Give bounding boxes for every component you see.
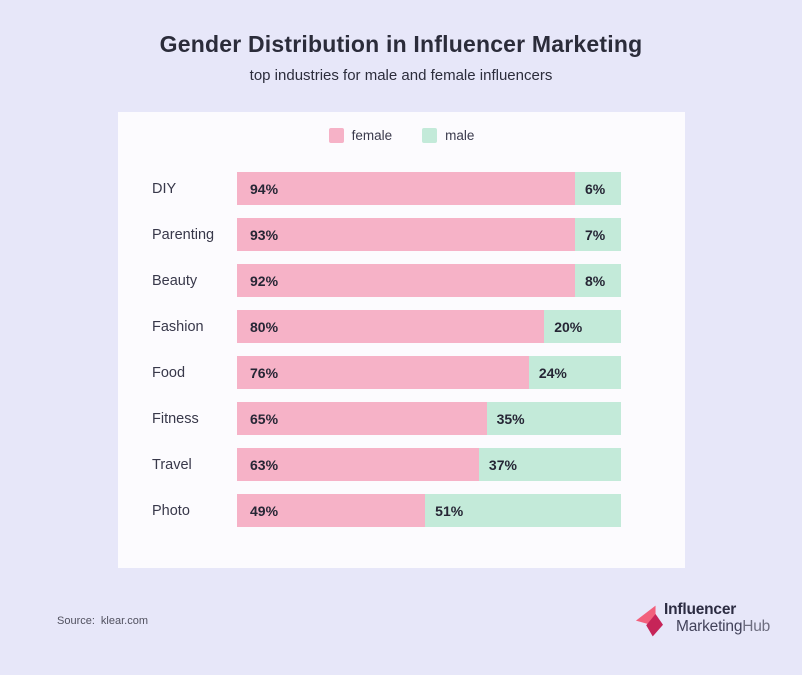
bar-track: 63% 37% (237, 448, 621, 481)
bar-value-female: 49% (250, 502, 279, 519)
bar-segment-male: 37% (478, 448, 621, 481)
bar-value-male: 35% (496, 410, 525, 427)
brand-name-line2: MarketingHub (664, 618, 770, 635)
category-label: Fitness (152, 410, 199, 427)
chart-row: DIY 94% 6% (152, 172, 621, 205)
brand-name-marketing: Marketing (676, 618, 743, 636)
bar-segment-male: 6% (575, 172, 621, 205)
bar-track: 92% 8% (237, 264, 621, 297)
category-label: DIY (152, 180, 177, 197)
legend-label: male (445, 128, 475, 143)
bar-segment-male: 8% (575, 264, 621, 297)
category-label: Photo (152, 502, 190, 519)
bar-value-female: 65% (250, 410, 279, 427)
brand-logo: Influencer MarketingHub (635, 601, 770, 638)
bar-segment-male: 20% (544, 310, 621, 343)
page-title: Gender Distribution in Influencer Market… (159, 31, 643, 57)
chart-row: Fashion 80% 20% (152, 310, 621, 343)
chart-row: Beauty 92% 8% (152, 264, 621, 297)
brand-logo-icon (635, 605, 663, 637)
source-value: klear.com (100, 615, 148, 627)
bar-segment-male: 24% (528, 356, 621, 389)
category-label: Fashion (152, 318, 204, 335)
source-note: Source: klear.com (57, 615, 148, 627)
bar-segment-female: 63% (237, 448, 479, 481)
bar-track: 80% 20% (237, 310, 621, 343)
bar-segment-female: 65% (237, 402, 487, 435)
bar-track: 76% 24% (237, 356, 621, 389)
bar-segment-female: 93% (237, 218, 575, 251)
bar-value-male: 6% (585, 180, 606, 197)
legend-swatch-male (422, 128, 438, 143)
bar-track: 93% 7% (237, 218, 621, 251)
page-subtitle: top industries for male and female influ… (249, 67, 553, 84)
bar-value-male: 37% (488, 456, 517, 473)
bar-value-male: 51% (435, 502, 464, 519)
chart-row: Photo 49% 51% (152, 494, 621, 527)
bar-value-female: 92% (250, 272, 279, 289)
legend-item-female: female (328, 128, 393, 143)
bar-track: 65% 35% (237, 402, 621, 435)
bar-value-female: 80% (250, 318, 279, 335)
chart-row: Fitness 65% 35% (152, 402, 621, 435)
bar-segment-male: 7% (575, 218, 621, 251)
bar-value-female: 63% (250, 456, 279, 473)
bar-value-male: 7% (585, 226, 606, 243)
category-label: Travel (152, 456, 192, 473)
bar-value-male: 24% (538, 364, 567, 381)
bar-segment-female: 94% (237, 172, 575, 205)
bar-value-female: 94% (250, 180, 279, 197)
brand-logo-text: Influencer MarketingHub (664, 601, 770, 635)
category-label: Parenting (152, 226, 215, 243)
chart-legend: female male (118, 128, 685, 143)
brand-name-hub: Hub (742, 618, 771, 636)
source-label: Source: (57, 615, 95, 627)
brand-name-line1: Influencer (664, 601, 737, 618)
bar-segment-female: 92% (237, 264, 575, 297)
bar-segment-male: 51% (425, 494, 621, 527)
chart-row: Parenting 93% 7% (152, 218, 621, 251)
chart-row: Food 76% 24% (152, 356, 621, 389)
bar-segment-female: 80% (237, 310, 545, 343)
bar-value-male: 8% (585, 272, 606, 289)
bar-value-male: 20% (554, 318, 583, 335)
bar-segment-female: 76% (237, 356, 529, 389)
bar-segment-male: 35% (486, 402, 621, 435)
chart-row: Travel 63% 37% (152, 448, 621, 481)
bar-value-female: 76% (250, 364, 279, 381)
category-label: Beauty (152, 272, 198, 289)
bar-segment-female: 49% (237, 494, 426, 527)
legend-swatch-female (328, 128, 344, 143)
chart-card: female male DIY 94% 6% Parenting 93% 7% Beauty 9… (118, 112, 685, 568)
bar-track: 94% 6% (237, 172, 621, 205)
legend-item-male: male (422, 128, 474, 143)
bar-value-female: 93% (250, 226, 279, 243)
bar-track: 49% 51% (237, 494, 621, 527)
category-label: Food (152, 364, 186, 381)
legend-label: female (351, 128, 393, 143)
chart-rows: DIY 94% 6% Parenting 93% 7% Beauty 92% 8% Fashion… (152, 172, 621, 527)
